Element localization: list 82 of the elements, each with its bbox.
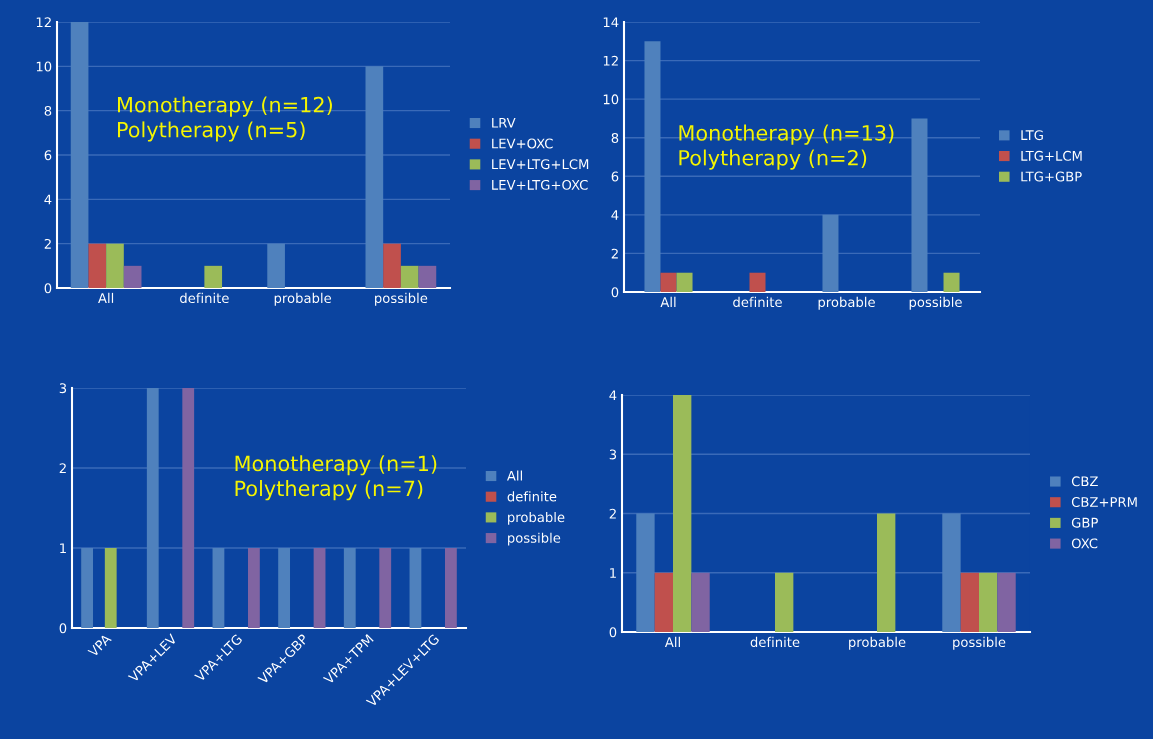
x-tick-label: possible [953,636,1006,650]
y-tick-label: 3 [609,449,617,460]
legend-label: LTG+LCM [1021,150,1082,161]
legend-label: possible [508,532,561,546]
y-tick-label: 6 [611,171,619,182]
legend-label: LTG [1021,130,1043,141]
bar [418,265,437,288]
x-tick-label: VPA [87,633,112,658]
legend-label: probable [508,511,565,525]
x-tick-label: definite [180,292,229,304]
x-tick-label: possible [375,292,428,306]
legend-label: All [506,470,522,481]
bar [70,22,89,288]
y-tick-label: 14 [603,17,619,28]
y-tick-label: 12 [36,17,51,28]
bar [660,272,677,292]
y-tick-label: 4 [44,194,52,205]
bar [400,265,419,288]
bar [943,272,960,292]
legend-label: LEV+OXC [492,138,553,149]
bar [106,243,124,288]
bar [204,265,223,288]
y-tick-label: 0 [44,283,52,294]
y-tick-label: 0 [59,623,67,634]
legend-label: definite [507,491,557,502]
legend-label: LEV+LTG+LCM [492,159,589,170]
legend-label: LEV+LTG+OXC [492,179,588,190]
y-tick-label: 1 [610,568,616,578]
bar [911,118,928,292]
y-tick-label: 6 [44,150,52,161]
y-tick-label: 2 [611,248,618,259]
legend-label: OXC [1071,538,1098,549]
y-tick-label: 2 [59,463,66,474]
y-tick-label: 1 [60,543,66,554]
annotation: Monotherapy (n=13) Polytherapy (n=2) [679,124,894,170]
y-tick-label: 2 [609,508,616,519]
bar [979,572,998,632]
y-tick-label: 8 [611,132,619,143]
bar [942,513,961,632]
y-tick-label: 4 [611,210,619,220]
bar [636,513,655,632]
y-tick-label: 10 [603,94,619,105]
legend-label: LRV [492,117,516,128]
bar [877,513,896,632]
x-tick-label: All [664,636,680,647]
y-tick-label: 8 [44,105,52,116]
x-tick-label: probable [849,636,906,650]
annotation: Monotherapy (n=1) Polytherapy (n=7) [235,455,437,501]
x-tick-label: probable [274,292,332,306]
x-tick-label: definite [750,636,800,648]
y-tick-label: 0 [609,627,617,638]
x-tick-label: All [98,292,114,303]
y-tick-label: 4 [609,390,617,401]
bar [676,272,693,292]
bar [749,272,766,292]
x-tick-label: probable [818,296,875,310]
y-tick-label: 10 [36,61,52,72]
annotation: Monotherapy (n=12) Polytherapy (n=5) [117,96,332,142]
bar [654,572,673,632]
bar [960,572,979,632]
y-tick-label: 12 [603,55,618,66]
bar [88,243,107,288]
bar [267,243,285,288]
bar [691,572,710,632]
bar [997,572,1016,632]
bar [644,41,661,292]
legend-label: CBZ+PRM [1071,497,1137,507]
bar [673,395,692,632]
bar [123,265,142,288]
y-tick-label: 3 [59,383,67,394]
legend-label: GBP [1071,517,1098,528]
x-tick-label: definite [733,296,782,308]
bar [822,214,839,292]
legend-label: LTG+GBP [1021,171,1082,182]
y-tick-label: 0 [611,287,619,298]
bar [383,243,401,288]
x-tick-label: possible [909,296,962,310]
bar [775,572,794,632]
bar [365,66,384,288]
legend-label: CBZ [1071,476,1098,487]
y-tick-label: 2 [44,238,51,249]
x-tick-label: All [660,296,676,307]
